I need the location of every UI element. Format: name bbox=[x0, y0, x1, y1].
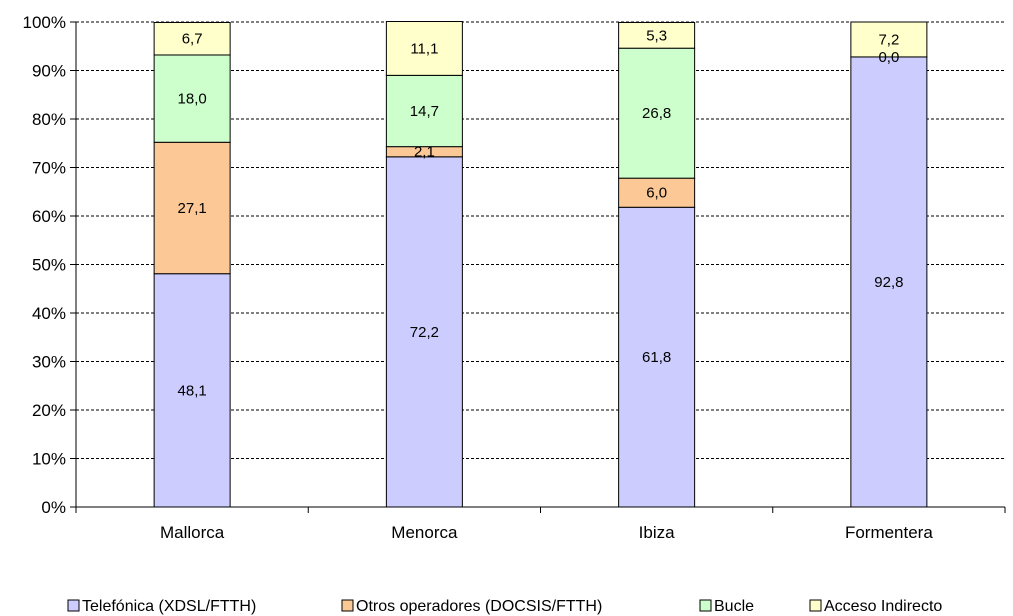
y-tick-label: 90% bbox=[32, 62, 66, 81]
y-tick-label: 30% bbox=[32, 353, 66, 372]
data-label: 92,8 bbox=[874, 274, 903, 291]
y-tick-label: 50% bbox=[32, 256, 66, 275]
axes: 0% 10% 20% 30% 40% 50% 60% 70% 80% 90% 100% Mallorc… bbox=[23, 13, 1006, 542]
y-tick-label: 40% bbox=[32, 304, 66, 323]
data-labels: 48,1 27,1 18,0 6,7 72,2 2,1 14,7 11,1 61,8 6,0 26,… bbox=[178, 27, 904, 399]
data-label: 27,1 bbox=[178, 200, 207, 217]
x-tick-label: Menorca bbox=[391, 523, 458, 542]
bar-segment bbox=[385, 74, 463, 148]
data-label: 72,2 bbox=[410, 324, 439, 341]
bar-segment bbox=[618, 177, 696, 208]
legend-swatch bbox=[341, 599, 354, 612]
data-label: 18,0 bbox=[178, 91, 207, 108]
y-tick-label: 100% bbox=[23, 13, 66, 32]
x-tick-label: Formentera bbox=[845, 523, 933, 542]
y-tick-label: 0% bbox=[41, 498, 66, 517]
data-label: 0,0 bbox=[878, 49, 899, 66]
data-label: 2,1 bbox=[414, 144, 435, 161]
bar-segment bbox=[850, 56, 928, 508]
bars bbox=[153, 21, 928, 508]
data-label: 11,1 bbox=[410, 40, 438, 57]
bar-segment bbox=[153, 273, 231, 508]
x-tick-label: Ibiza bbox=[639, 523, 675, 542]
data-label: 5,3 bbox=[646, 27, 667, 44]
y-tick-label: 10% bbox=[32, 450, 66, 469]
legend-label: Otros operadores (DOCSIS/FTTH) bbox=[356, 598, 602, 615]
y-tick-label: 60% bbox=[32, 207, 66, 226]
bar-segment bbox=[618, 206, 696, 508]
data-label: 14,7 bbox=[410, 103, 439, 120]
data-label: 7,2 bbox=[878, 31, 899, 48]
data-label: 61,8 bbox=[642, 349, 671, 366]
y-tick-label: 80% bbox=[32, 110, 66, 129]
legend-label: Bucle bbox=[714, 598, 754, 615]
legend-swatch bbox=[67, 599, 80, 612]
legend-swatch bbox=[699, 599, 712, 612]
legend: Telefónica (XDSL/FTTH) Otros operadores (… bbox=[67, 598, 942, 615]
data-label: 26,8 bbox=[642, 105, 671, 122]
x-tick-label: Mallorca bbox=[160, 523, 225, 542]
legend-label: Acceso Indirecto bbox=[824, 598, 942, 615]
data-label: 48,1 bbox=[178, 382, 207, 399]
bar-segment bbox=[153, 141, 231, 275]
bar-segment bbox=[850, 21, 928, 58]
y-tick-label: 70% bbox=[32, 159, 66, 178]
bar-segment bbox=[385, 156, 463, 508]
legend-swatch bbox=[809, 599, 822, 612]
data-label: 6,0 bbox=[646, 185, 667, 202]
bar-segment bbox=[618, 21, 696, 49]
bar-segment bbox=[153, 21, 231, 56]
legend-label: Telefónica (XDSL/FTTH) bbox=[82, 598, 256, 615]
bar-segment bbox=[618, 47, 696, 179]
y-tick-label: 20% bbox=[32, 401, 66, 420]
data-label: 6,7 bbox=[182, 31, 203, 48]
bar-segment bbox=[385, 21, 463, 76]
